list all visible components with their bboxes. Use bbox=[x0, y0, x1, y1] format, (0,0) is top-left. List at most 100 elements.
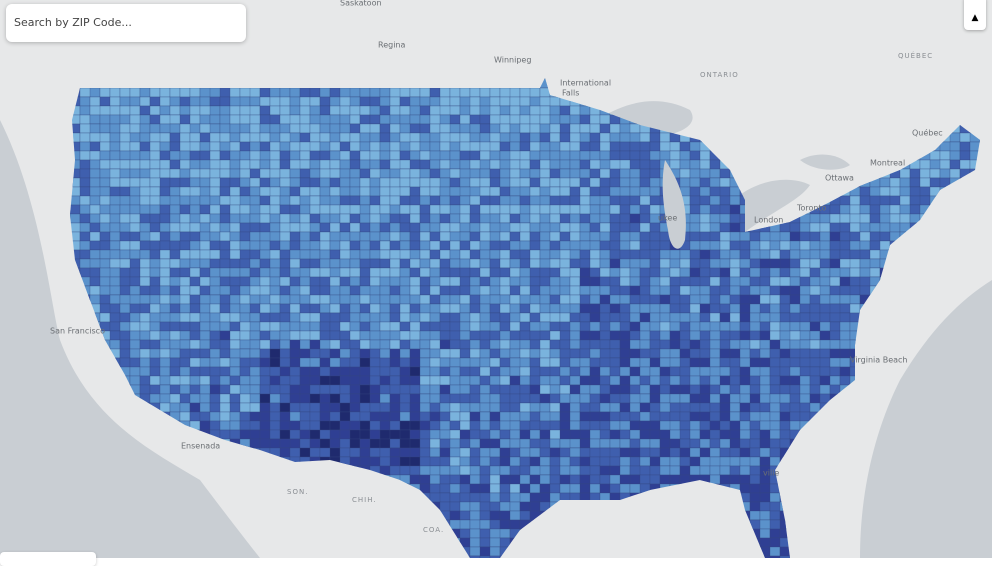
county bbox=[169, 240, 181, 251]
county bbox=[129, 258, 141, 269]
county bbox=[279, 321, 291, 332]
county bbox=[369, 195, 381, 206]
county bbox=[709, 177, 721, 188]
county bbox=[449, 150, 461, 161]
county bbox=[549, 294, 561, 305]
county bbox=[599, 411, 611, 422]
county bbox=[739, 240, 751, 251]
county bbox=[199, 231, 211, 242]
county bbox=[309, 258, 321, 269]
county bbox=[329, 420, 341, 431]
county bbox=[579, 402, 591, 413]
county bbox=[719, 312, 731, 323]
county bbox=[609, 420, 621, 431]
county bbox=[519, 150, 531, 161]
county bbox=[519, 159, 531, 170]
county bbox=[519, 393, 531, 404]
county bbox=[329, 114, 341, 125]
county bbox=[719, 393, 731, 404]
county bbox=[589, 312, 601, 323]
county bbox=[149, 213, 161, 224]
county bbox=[79, 168, 91, 179]
county bbox=[309, 267, 321, 278]
county bbox=[229, 150, 241, 161]
county bbox=[349, 195, 361, 206]
county bbox=[139, 330, 151, 341]
county bbox=[629, 150, 641, 161]
county bbox=[869, 249, 881, 260]
county bbox=[279, 294, 291, 305]
county bbox=[809, 402, 821, 413]
county bbox=[479, 528, 491, 539]
county bbox=[669, 249, 681, 260]
county bbox=[159, 150, 171, 161]
county bbox=[749, 456, 761, 467]
county bbox=[259, 429, 271, 440]
county bbox=[489, 429, 501, 440]
county bbox=[659, 312, 671, 323]
county bbox=[329, 429, 341, 440]
county bbox=[559, 366, 571, 377]
county bbox=[189, 114, 201, 125]
county bbox=[399, 186, 411, 197]
county bbox=[619, 285, 631, 296]
county bbox=[439, 330, 451, 341]
county bbox=[189, 177, 201, 188]
county bbox=[709, 393, 721, 404]
county bbox=[519, 195, 531, 206]
county bbox=[529, 501, 541, 512]
county bbox=[249, 105, 261, 116]
county bbox=[709, 213, 721, 224]
county bbox=[819, 276, 831, 287]
county bbox=[299, 339, 311, 350]
county bbox=[579, 384, 591, 395]
county bbox=[359, 168, 371, 179]
county bbox=[449, 294, 461, 305]
county bbox=[509, 456, 521, 467]
county bbox=[519, 258, 531, 269]
county bbox=[479, 483, 491, 494]
county bbox=[549, 474, 561, 485]
county bbox=[159, 213, 171, 224]
county bbox=[129, 195, 141, 206]
county bbox=[769, 321, 781, 332]
county bbox=[229, 393, 241, 404]
county bbox=[949, 150, 961, 161]
county bbox=[169, 96, 181, 107]
county bbox=[139, 366, 151, 377]
county bbox=[449, 366, 461, 377]
county bbox=[769, 429, 781, 440]
county bbox=[319, 348, 331, 359]
county bbox=[509, 321, 521, 332]
county bbox=[519, 510, 531, 521]
county bbox=[669, 375, 681, 386]
county bbox=[139, 249, 151, 260]
county bbox=[879, 186, 891, 197]
county bbox=[689, 249, 701, 260]
county bbox=[119, 339, 131, 350]
county bbox=[669, 339, 681, 350]
county bbox=[549, 186, 561, 197]
county bbox=[379, 285, 391, 296]
county bbox=[569, 276, 581, 287]
county bbox=[489, 420, 501, 431]
county bbox=[79, 177, 91, 188]
county bbox=[459, 384, 471, 395]
county bbox=[519, 330, 531, 341]
county bbox=[459, 258, 471, 269]
county bbox=[829, 285, 841, 296]
county bbox=[169, 204, 181, 215]
county bbox=[629, 240, 641, 251]
county bbox=[969, 150, 980, 161]
county bbox=[729, 294, 741, 305]
county bbox=[269, 123, 281, 134]
county bbox=[309, 384, 321, 395]
county bbox=[239, 240, 251, 251]
county bbox=[429, 249, 441, 260]
county bbox=[209, 114, 221, 125]
county bbox=[759, 402, 771, 413]
county bbox=[189, 123, 201, 134]
county bbox=[529, 483, 541, 494]
county bbox=[559, 339, 571, 350]
county bbox=[629, 420, 641, 431]
